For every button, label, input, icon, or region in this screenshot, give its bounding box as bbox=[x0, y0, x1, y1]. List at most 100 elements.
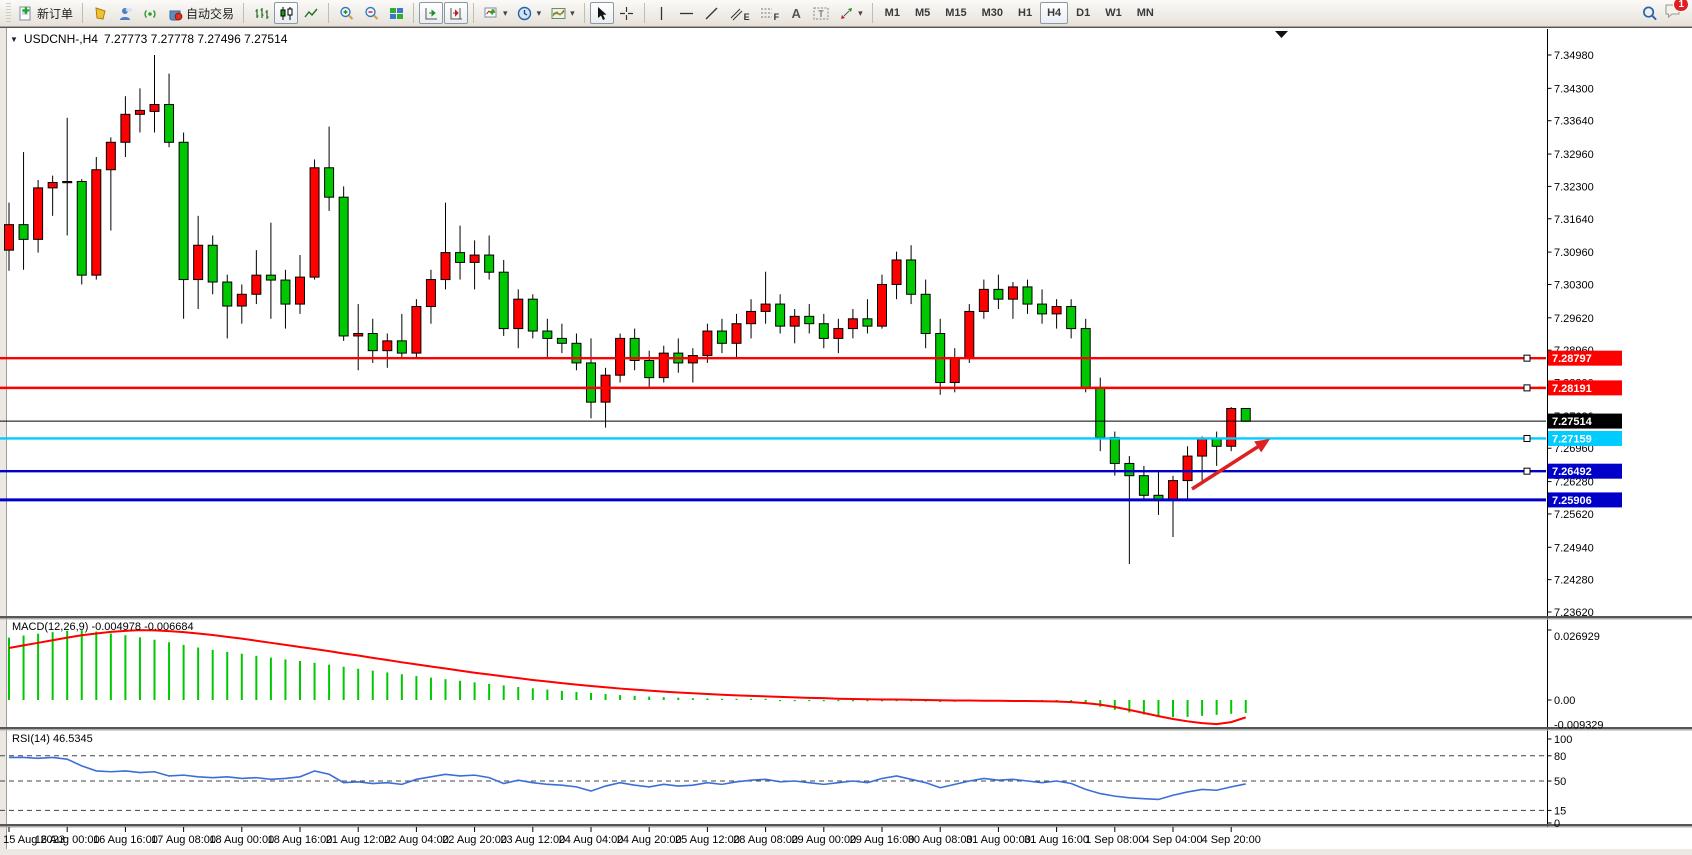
bar-chart-button[interactable] bbox=[249, 2, 273, 24]
candle bbox=[1226, 408, 1237, 447]
candle bbox=[1138, 475, 1149, 496]
autoscroll-icon bbox=[423, 5, 439, 21]
candlestick-chart-button[interactable] bbox=[274, 2, 299, 24]
templates-button[interactable]: ▾ bbox=[546, 2, 579, 24]
candle bbox=[818, 323, 829, 339]
price-tick-label: 7.34980 bbox=[1554, 50, 1594, 62]
timeframe-button-w1[interactable]: W1 bbox=[1105, 7, 1122, 19]
equidistant-channel-button[interactable]: E bbox=[725, 2, 754, 24]
zoom-in-button[interactable] bbox=[334, 2, 358, 24]
vertical-line-button[interactable] bbox=[650, 2, 674, 24]
candle bbox=[789, 315, 800, 327]
line-chart-button[interactable] bbox=[299, 2, 323, 24]
autoscroll-button[interactable] bbox=[419, 2, 444, 24]
timeframe-button-h4[interactable]: H4 bbox=[1040, 2, 1069, 24]
periods-dropdown-caret[interactable]: ▾ bbox=[536, 7, 542, 18]
text-button[interactable]: A bbox=[784, 2, 808, 24]
community-button[interactable] bbox=[113, 2, 137, 24]
horizontal-line-button[interactable] bbox=[675, 2, 699, 24]
price-chart-canvas[interactable]: 7.34980 7.34300 7.33640 7.32960 7.32300 7.316… bbox=[0, 27, 1692, 855]
candle bbox=[760, 303, 771, 312]
signals-button[interactable] bbox=[138, 2, 162, 24]
timeframe-button-d1[interactable]: D1 bbox=[1076, 7, 1091, 19]
candle bbox=[615, 337, 626, 376]
candle bbox=[134, 109, 145, 115]
candle bbox=[862, 318, 873, 327]
arrows-button[interactable]: ▾ bbox=[834, 2, 867, 24]
rsi-level-label: 100 bbox=[1554, 734, 1572, 746]
price-tick-label: 7.30960 bbox=[1554, 247, 1594, 259]
search-icon[interactable] bbox=[1642, 5, 1658, 21]
time-tick-label: 30 Aug 08:00 bbox=[908, 834, 973, 846]
line-handle bbox=[1523, 384, 1531, 392]
horizontal-line-icon bbox=[679, 5, 695, 21]
timeframe-button-m15[interactable]: M15 bbox=[945, 7, 967, 19]
candle bbox=[120, 113, 131, 143]
symbol-list-toggle-icon[interactable]: ▼ bbox=[10, 34, 18, 44]
candle bbox=[891, 259, 902, 285]
timeframe-button-mn[interactable]: MN bbox=[1136, 7, 1154, 19]
arrows-dropdown-caret[interactable]: ▾ bbox=[858, 7, 863, 18]
new-order-button[interactable]: 新订单 bbox=[14, 2, 77, 24]
text-label-button[interactable]: T bbox=[809, 2, 833, 24]
periods-button[interactable]: ▾ bbox=[513, 2, 546, 24]
chart-shift-button[interactable] bbox=[444, 2, 469, 24]
line-handle bbox=[1523, 354, 1531, 362]
candle bbox=[236, 293, 247, 307]
timeframe-button-m30[interactable]: M30 bbox=[981, 7, 1004, 19]
chat-button[interactable]: 1 bbox=[1664, 0, 1689, 24]
time-tick-label: 15 Aug 2023 bbox=[3, 834, 65, 846]
trendline-button[interactable] bbox=[700, 2, 724, 24]
bar-chart-icon bbox=[253, 5, 269, 21]
candle bbox=[425, 279, 436, 308]
candle bbox=[978, 288, 989, 312]
cursor-arrow-icon bbox=[594, 5, 610, 21]
price-line-label: 7.27514 bbox=[1552, 416, 1593, 428]
market-button[interactable] bbox=[88, 2, 112, 24]
candle bbox=[309, 167, 320, 278]
main-macd-separator bbox=[0, 616, 1692, 619]
cursor-button[interactable] bbox=[589, 2, 614, 24]
macd-axis-max: 0.026929 bbox=[1554, 631, 1600, 643]
candle bbox=[1109, 436, 1120, 464]
candle bbox=[455, 252, 466, 263]
candle bbox=[964, 310, 975, 359]
timeframe-button-m5[interactable]: M5 bbox=[914, 7, 931, 19]
equidistant-channel-icon bbox=[729, 5, 745, 21]
fibonacci-letter: F bbox=[773, 12, 780, 22]
candle bbox=[571, 342, 582, 364]
timeframe-button-m1[interactable]: M1 bbox=[884, 7, 900, 19]
templates-dropdown-caret[interactable]: ▾ bbox=[570, 7, 575, 18]
candle bbox=[702, 330, 713, 357]
rsi-level-label: 80 bbox=[1554, 751, 1566, 763]
indicators-button[interactable]: ▾ bbox=[479, 2, 512, 24]
price-tick-label: 7.30300 bbox=[1554, 279, 1594, 291]
rsi-level-label: 50 bbox=[1554, 776, 1566, 788]
candle bbox=[542, 330, 553, 339]
tile-windows-button[interactable] bbox=[384, 2, 408, 24]
timeframe-group: M1 M5 M15 M30 H1 H4 D1 W1 MN bbox=[878, 2, 1161, 24]
candle bbox=[382, 340, 393, 352]
candle bbox=[62, 181, 73, 184]
timeframe-button-h1[interactable]: H1 bbox=[1018, 7, 1033, 19]
time-tick-label: 4 Sep 04:00 bbox=[1143, 834, 1202, 846]
chart-symbol-period: USDCNH-,H4 bbox=[23, 32, 98, 46]
price-tick-label: 7.34300 bbox=[1554, 83, 1594, 95]
crosshair-button[interactable] bbox=[615, 2, 639, 24]
candle bbox=[1182, 455, 1193, 482]
candle bbox=[644, 359, 655, 379]
chart-shift-marker bbox=[1275, 31, 1288, 38]
price-line-label: 7.28191 bbox=[1552, 383, 1592, 395]
zoom-out-button[interactable] bbox=[359, 2, 383, 24]
indicators-dropdown-caret[interactable]: ▾ bbox=[503, 7, 508, 18]
time-tick-label: 29 Aug 00:00 bbox=[791, 834, 856, 846]
time-tick-label: 18 Aug 00:00 bbox=[209, 834, 274, 846]
time-tick-label: 21 Aug 12:00 bbox=[326, 834, 391, 846]
chart-shift-icon bbox=[448, 5, 464, 21]
autotrading-button[interactable]: 自动交易 bbox=[163, 2, 238, 24]
toolbar-grip[interactable] bbox=[6, 3, 11, 23]
fibonacci-button[interactable]: F bbox=[755, 2, 784, 24]
candle bbox=[1211, 438, 1222, 447]
macd-pane bbox=[8, 630, 1247, 718]
new-order-label: 新订单 bbox=[37, 6, 74, 21]
